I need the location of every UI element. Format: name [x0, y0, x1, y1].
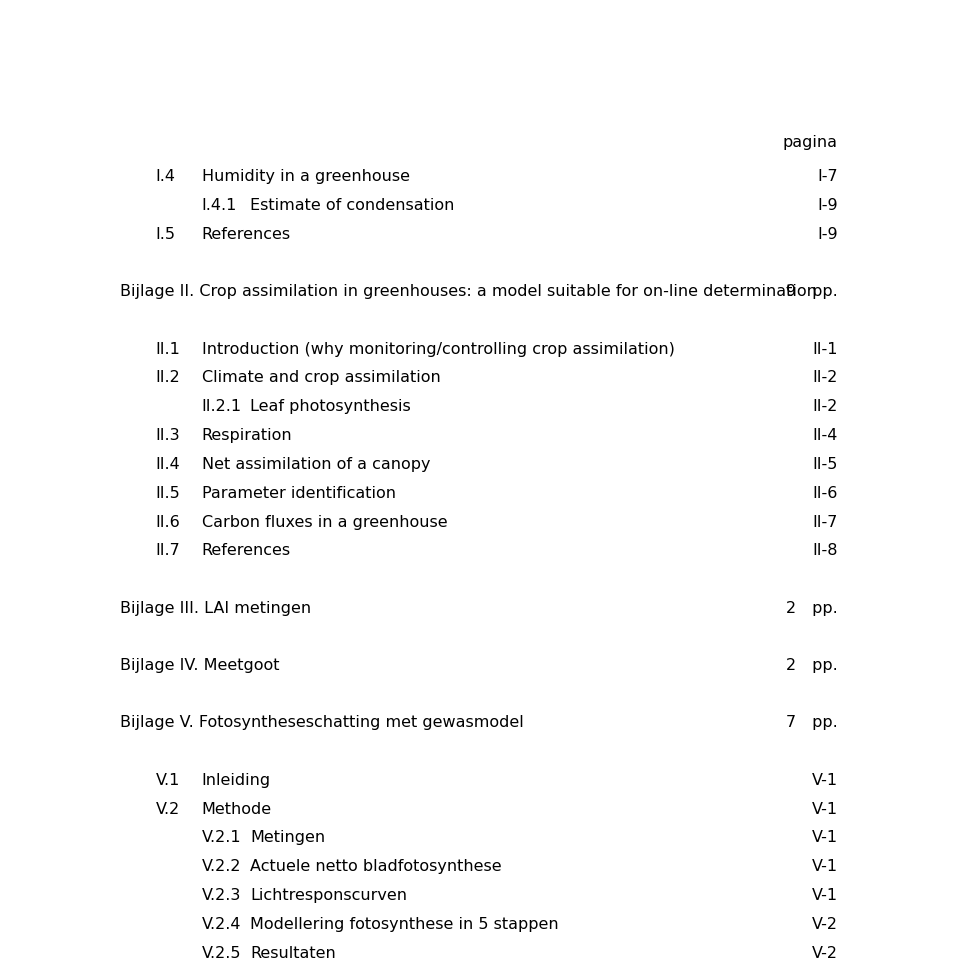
Text: II-6: II-6 [812, 486, 838, 501]
Text: Respiration: Respiration [202, 428, 293, 443]
Text: Bijlage IV. Meetgoot: Bijlage IV. Meetgoot [120, 658, 279, 673]
Text: References: References [202, 227, 291, 242]
Text: References: References [202, 544, 291, 559]
Text: V.1: V.1 [156, 773, 180, 788]
Text: Humidity in a greenhouse: Humidity in a greenhouse [202, 169, 410, 184]
Text: Introduction (why monitoring/controlling crop assimilation): Introduction (why monitoring/controlling… [202, 342, 675, 356]
Text: II.2: II.2 [156, 371, 180, 385]
Text: 2  pp.: 2 pp. [786, 658, 838, 673]
Text: Climate and crop assimilation: Climate and crop assimilation [202, 371, 441, 385]
Text: II.6: II.6 [156, 515, 180, 529]
Text: II.1: II.1 [156, 342, 180, 356]
Text: Modellering fotosynthese in 5 stappen: Modellering fotosynthese in 5 stappen [251, 917, 559, 932]
Text: Bijlage III. LAI metingen: Bijlage III. LAI metingen [120, 600, 311, 616]
Text: Metingen: Metingen [251, 830, 325, 846]
Text: Estimate of condensation: Estimate of condensation [251, 198, 455, 213]
Text: V-1: V-1 [812, 859, 838, 874]
Text: V-1: V-1 [812, 830, 838, 846]
Text: II-2: II-2 [812, 399, 838, 414]
Text: Lichtresponscurven: Lichtresponscurven [251, 888, 407, 903]
Text: II.7: II.7 [156, 544, 180, 559]
Text: V-1: V-1 [812, 802, 838, 816]
Text: I-9: I-9 [817, 227, 838, 242]
Text: II-1: II-1 [812, 342, 838, 356]
Text: Bijlage V. Fotosyntheseschatting met gewasmodel: Bijlage V. Fotosyntheseschatting met gew… [120, 715, 524, 731]
Text: Actuele netto bladfotosynthese: Actuele netto bladfotosynthese [251, 859, 502, 874]
Text: 7  pp.: 7 pp. [786, 715, 838, 731]
Text: Methode: Methode [202, 802, 272, 816]
Text: 2  pp.: 2 pp. [786, 600, 838, 616]
Text: V.2: V.2 [156, 802, 180, 816]
Text: II.5: II.5 [156, 486, 180, 501]
Text: II-2: II-2 [812, 371, 838, 385]
Text: I-7: I-7 [817, 169, 838, 184]
Text: II.3: II.3 [156, 428, 180, 443]
Text: Inleiding: Inleiding [202, 773, 271, 788]
Text: II.4: II.4 [156, 457, 180, 472]
Text: I.4.1: I.4.1 [202, 198, 237, 213]
Text: II-4: II-4 [812, 428, 838, 443]
Text: V.2.1: V.2.1 [202, 830, 242, 846]
Text: pagina: pagina [783, 134, 838, 150]
Text: Net assimilation of a canopy: Net assimilation of a canopy [202, 457, 430, 472]
Text: V-2: V-2 [812, 917, 838, 932]
Text: I.4: I.4 [156, 169, 176, 184]
Text: I.5: I.5 [156, 227, 176, 242]
Text: V.2.5: V.2.5 [202, 946, 241, 960]
Text: Resultaten: Resultaten [251, 946, 336, 960]
Text: V.2.3: V.2.3 [202, 888, 241, 903]
Text: II-5: II-5 [812, 457, 838, 472]
Text: 9  pp.: 9 pp. [786, 284, 838, 300]
Text: Carbon fluxes in a greenhouse: Carbon fluxes in a greenhouse [202, 515, 447, 529]
Text: I-9: I-9 [817, 198, 838, 213]
Text: V-1: V-1 [812, 888, 838, 903]
Text: V.2.2: V.2.2 [202, 859, 241, 874]
Text: V.2.4: V.2.4 [202, 917, 241, 932]
Text: II.2.1: II.2.1 [202, 399, 242, 414]
Text: V-2: V-2 [812, 946, 838, 960]
Text: Bijlage II. Crop assimilation in greenhouses: a model suitable for on-line deter: Bijlage II. Crop assimilation in greenho… [120, 284, 817, 300]
Text: Leaf photosynthesis: Leaf photosynthesis [251, 399, 411, 414]
Text: Parameter identification: Parameter identification [202, 486, 396, 501]
Text: V-1: V-1 [812, 773, 838, 788]
Text: II-7: II-7 [812, 515, 838, 529]
Text: II-8: II-8 [812, 544, 838, 559]
